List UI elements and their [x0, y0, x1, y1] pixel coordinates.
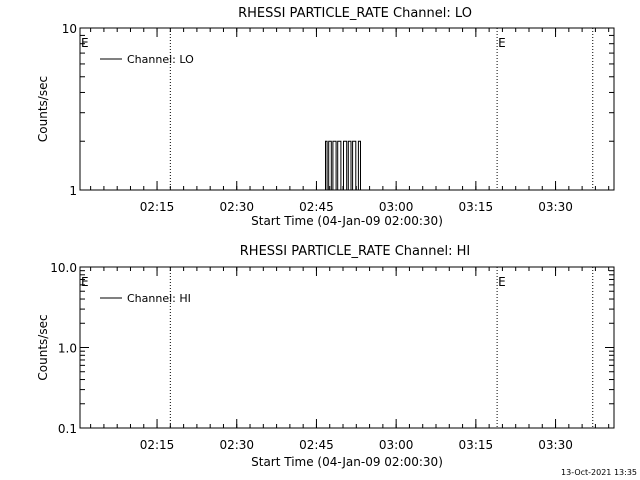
x-tick-label: 03:30	[538, 438, 573, 452]
y-axis-label: Counts/sec	[36, 314, 50, 380]
x-tick-label: 02:15	[140, 438, 175, 452]
chart-panel-hi: RHESSI PARTICLE_RATE Channel: HI Counts/s…	[36, 244, 615, 469]
event-marker-label: E	[498, 275, 506, 289]
y-axis-label: Counts/sec	[36, 76, 50, 142]
x-axis-label: Start Time (04-Jan-09 02:00:30)	[251, 455, 443, 469]
footer-timestamp: 13-Oct-2021 13:35	[561, 468, 637, 477]
y-tick-label: 0.1	[58, 422, 77, 436]
y-tick-label: 10.0	[50, 261, 77, 275]
series-line-channel-lo	[80, 140, 614, 191]
legend-label: Channel: HI	[127, 292, 191, 305]
left-marker-label: E	[81, 36, 89, 50]
x-axis-label: Start Time (04-Jan-09 02:00:30)	[251, 214, 443, 228]
legend-label: Channel: LO	[127, 53, 194, 66]
x-tick-label: 03:00	[379, 438, 414, 452]
y-tick-label: 10	[62, 22, 77, 36]
x-tick-label: 02:45	[299, 200, 334, 214]
chart-panel-lo: RHESSI PARTICLE_RATE Channel: LO Counts/s…	[36, 6, 615, 228]
event-marker-label: E	[498, 36, 506, 50]
y-tick-label: 1.0	[58, 342, 77, 356]
y-tick-label: 1	[69, 184, 77, 198]
x-tick-label: 03:00	[379, 200, 414, 214]
x-tick-label: 02:30	[219, 200, 254, 214]
chart-title: RHESSI PARTICLE_RATE Channel: LO	[238, 6, 472, 21]
x-tick-label: 02:15	[140, 200, 175, 214]
x-tick-label: 02:45	[299, 438, 334, 452]
x-tick-label: 03:15	[459, 200, 494, 214]
x-tick-label: 03:15	[459, 438, 494, 452]
x-tick-label: 02:30	[219, 438, 254, 452]
chart-title: RHESSI PARTICLE_RATE Channel: HI	[240, 244, 470, 259]
left-marker-label: E	[81, 275, 89, 289]
x-tick-label: 03:30	[538, 200, 573, 214]
